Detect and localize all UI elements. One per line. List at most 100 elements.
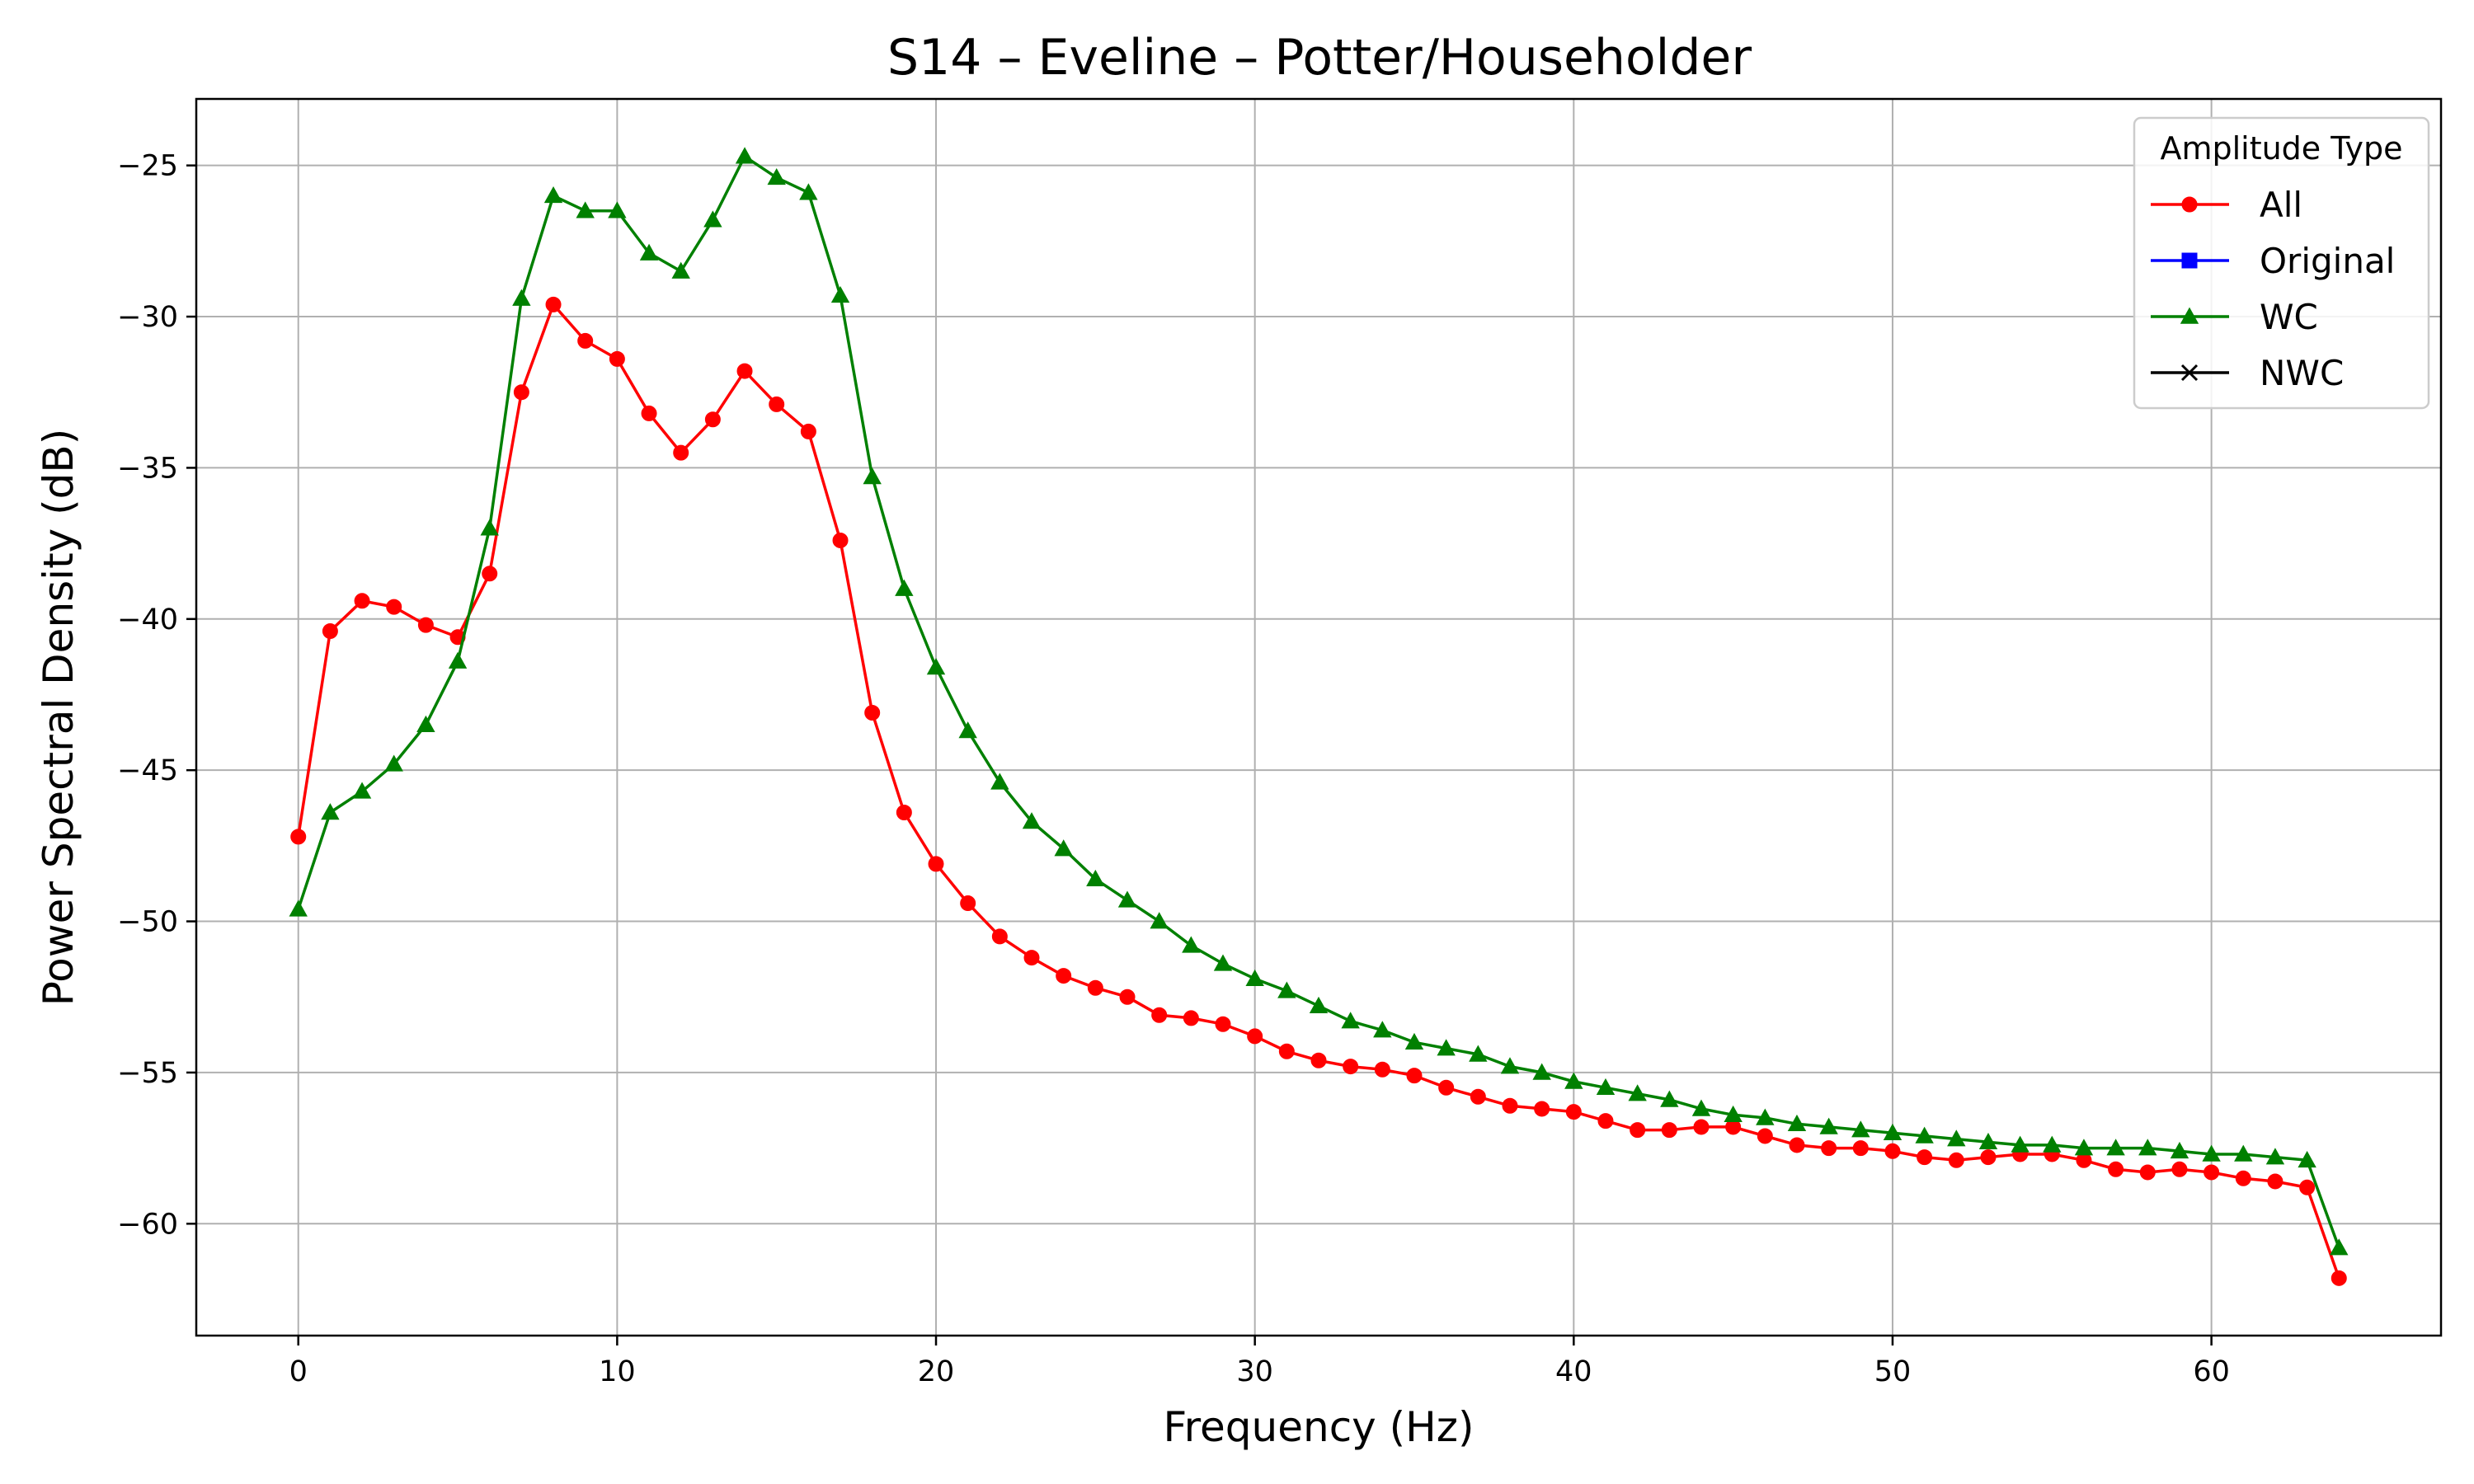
data-point-wc: [2043, 1135, 2062, 1153]
data-point-all: [1374, 1061, 1390, 1078]
data-point-wc: [1947, 1129, 1966, 1147]
data-point-all: [1693, 1119, 1710, 1135]
data-point-wc: [1500, 1057, 1520, 1074]
data-point-all: [641, 405, 657, 421]
data-point-wc: [2170, 1141, 2189, 1159]
data-point-all: [386, 599, 402, 615]
legend-marker-nwc: [2180, 364, 2199, 382]
data-point-all: [2108, 1161, 2124, 1177]
y-tick-label: −50: [117, 906, 178, 939]
data-point-wc: [1213, 954, 1233, 971]
data-point-wc: [1054, 839, 1073, 857]
y-axis-label: Power Spectral Density (dB): [35, 429, 82, 1006]
data-point-all: [545, 296, 562, 312]
data-point-all: [2299, 1179, 2316, 1195]
series-layer: [289, 147, 2349, 1286]
data-point-wc: [1469, 1045, 1488, 1062]
data-point-wc: [448, 651, 468, 669]
data-point-all: [1948, 1152, 1964, 1168]
legend-label-all: All: [2260, 185, 2302, 225]
data-point-all: [2331, 1270, 2347, 1286]
data-point-all: [1502, 1097, 1518, 1114]
data-point-all: [1056, 968, 1072, 984]
data-point-all: [1757, 1128, 1773, 1144]
data-point-all: [1980, 1149, 1997, 1166]
data-point-all: [1661, 1122, 1677, 1139]
data-point-wc: [1915, 1126, 1934, 1144]
chart-title: S14 – Eveline – Potter/Householder: [887, 29, 1752, 87]
data-point-wc: [1404, 1032, 1424, 1050]
x-tick-label: 20: [918, 1355, 955, 1388]
data-point-wc: [2202, 1144, 2221, 1162]
data-point-wc: [2298, 1150, 2316, 1168]
data-point-wc: [1691, 1099, 1711, 1116]
data-point-all: [896, 805, 912, 821]
y-tick-label: −55: [117, 1057, 178, 1090]
data-point-wc: [1883, 1123, 1903, 1141]
data-point-wc: [1277, 981, 1296, 998]
data-point-all: [1119, 989, 1136, 1005]
data-point-all: [736, 363, 753, 379]
data-point-all: [769, 396, 785, 412]
plot-frame: [195, 97, 2443, 1337]
data-point-wc: [1660, 1090, 1679, 1107]
x-tick-label: 60: [2193, 1355, 2230, 1388]
data-point-wc: [1628, 1084, 1647, 1101]
data-point-wc: [926, 658, 946, 675]
data-point-all: [1215, 1016, 1231, 1032]
y-tick-label: −60: [117, 1208, 178, 1241]
x-tick-label: 40: [1555, 1355, 1592, 1388]
data-point-all: [1630, 1122, 1646, 1139]
legend-marker-original: [2181, 252, 2198, 269]
data-point-all: [2204, 1164, 2220, 1181]
data-point-all: [1789, 1137, 1805, 1153]
data-point-wc: [1245, 969, 1264, 987]
data-point-wc: [1532, 1063, 1551, 1080]
data-point-all: [1278, 1043, 1295, 1059]
data-point-wc: [1373, 1021, 1392, 1038]
legend-label-wc: WC: [2260, 297, 2318, 337]
y-tick-label: −35: [117, 452, 178, 485]
x-marker-stroke: [2180, 364, 2199, 382]
data-point-all: [1343, 1059, 1359, 1075]
data-point-wc: [512, 289, 531, 306]
y-tick-label: −25: [117, 150, 178, 183]
data-point-all: [1247, 1028, 1263, 1045]
data-point-wc: [1341, 1012, 1360, 1029]
legend: Amplitude Type All Original WC NWC: [2133, 116, 2430, 410]
data-point-wc: [703, 210, 722, 228]
data-point-all: [417, 617, 434, 633]
data-point-all: [2235, 1170, 2251, 1186]
data-point-wc: [1086, 869, 1105, 886]
legend-box: [2133, 116, 2430, 410]
data-point-wc: [671, 261, 690, 279]
y-tick-label: −40: [117, 603, 178, 636]
data-point-wc: [1787, 1114, 1807, 1132]
data-point-wc: [639, 243, 659, 261]
data-point-all: [513, 384, 529, 401]
data-point-wc: [1851, 1120, 1870, 1138]
data-point-all: [482, 566, 498, 582]
data-point-wc: [543, 186, 563, 204]
data-point-wc: [1182, 936, 1201, 953]
data-point-all: [1023, 950, 1040, 966]
data-point-all: [864, 704, 881, 721]
data-point-wc: [990, 773, 1009, 790]
x-tick-label: 30: [1236, 1355, 1273, 1388]
data-point-all: [1151, 1007, 1168, 1023]
data-point-wc: [2330, 1238, 2349, 1256]
data-point-wc: [321, 803, 340, 820]
data-point-wc: [2074, 1139, 2094, 1156]
x-axis-label: Frequency (Hz): [1163, 1403, 1474, 1451]
legend-label-nwc: NWC: [2260, 353, 2344, 393]
data-point-all: [673, 444, 689, 461]
data-point-wc: [608, 201, 627, 218]
data-point-wc: [1022, 812, 1042, 829]
data-point-wc: [384, 754, 403, 772]
data-point-all: [832, 532, 849, 548]
legend-title: Amplitude Type: [2160, 130, 2402, 167]
data-point-all: [704, 411, 721, 428]
data-point-all: [1597, 1113, 1614, 1129]
data-point-all: [2267, 1173, 2284, 1190]
